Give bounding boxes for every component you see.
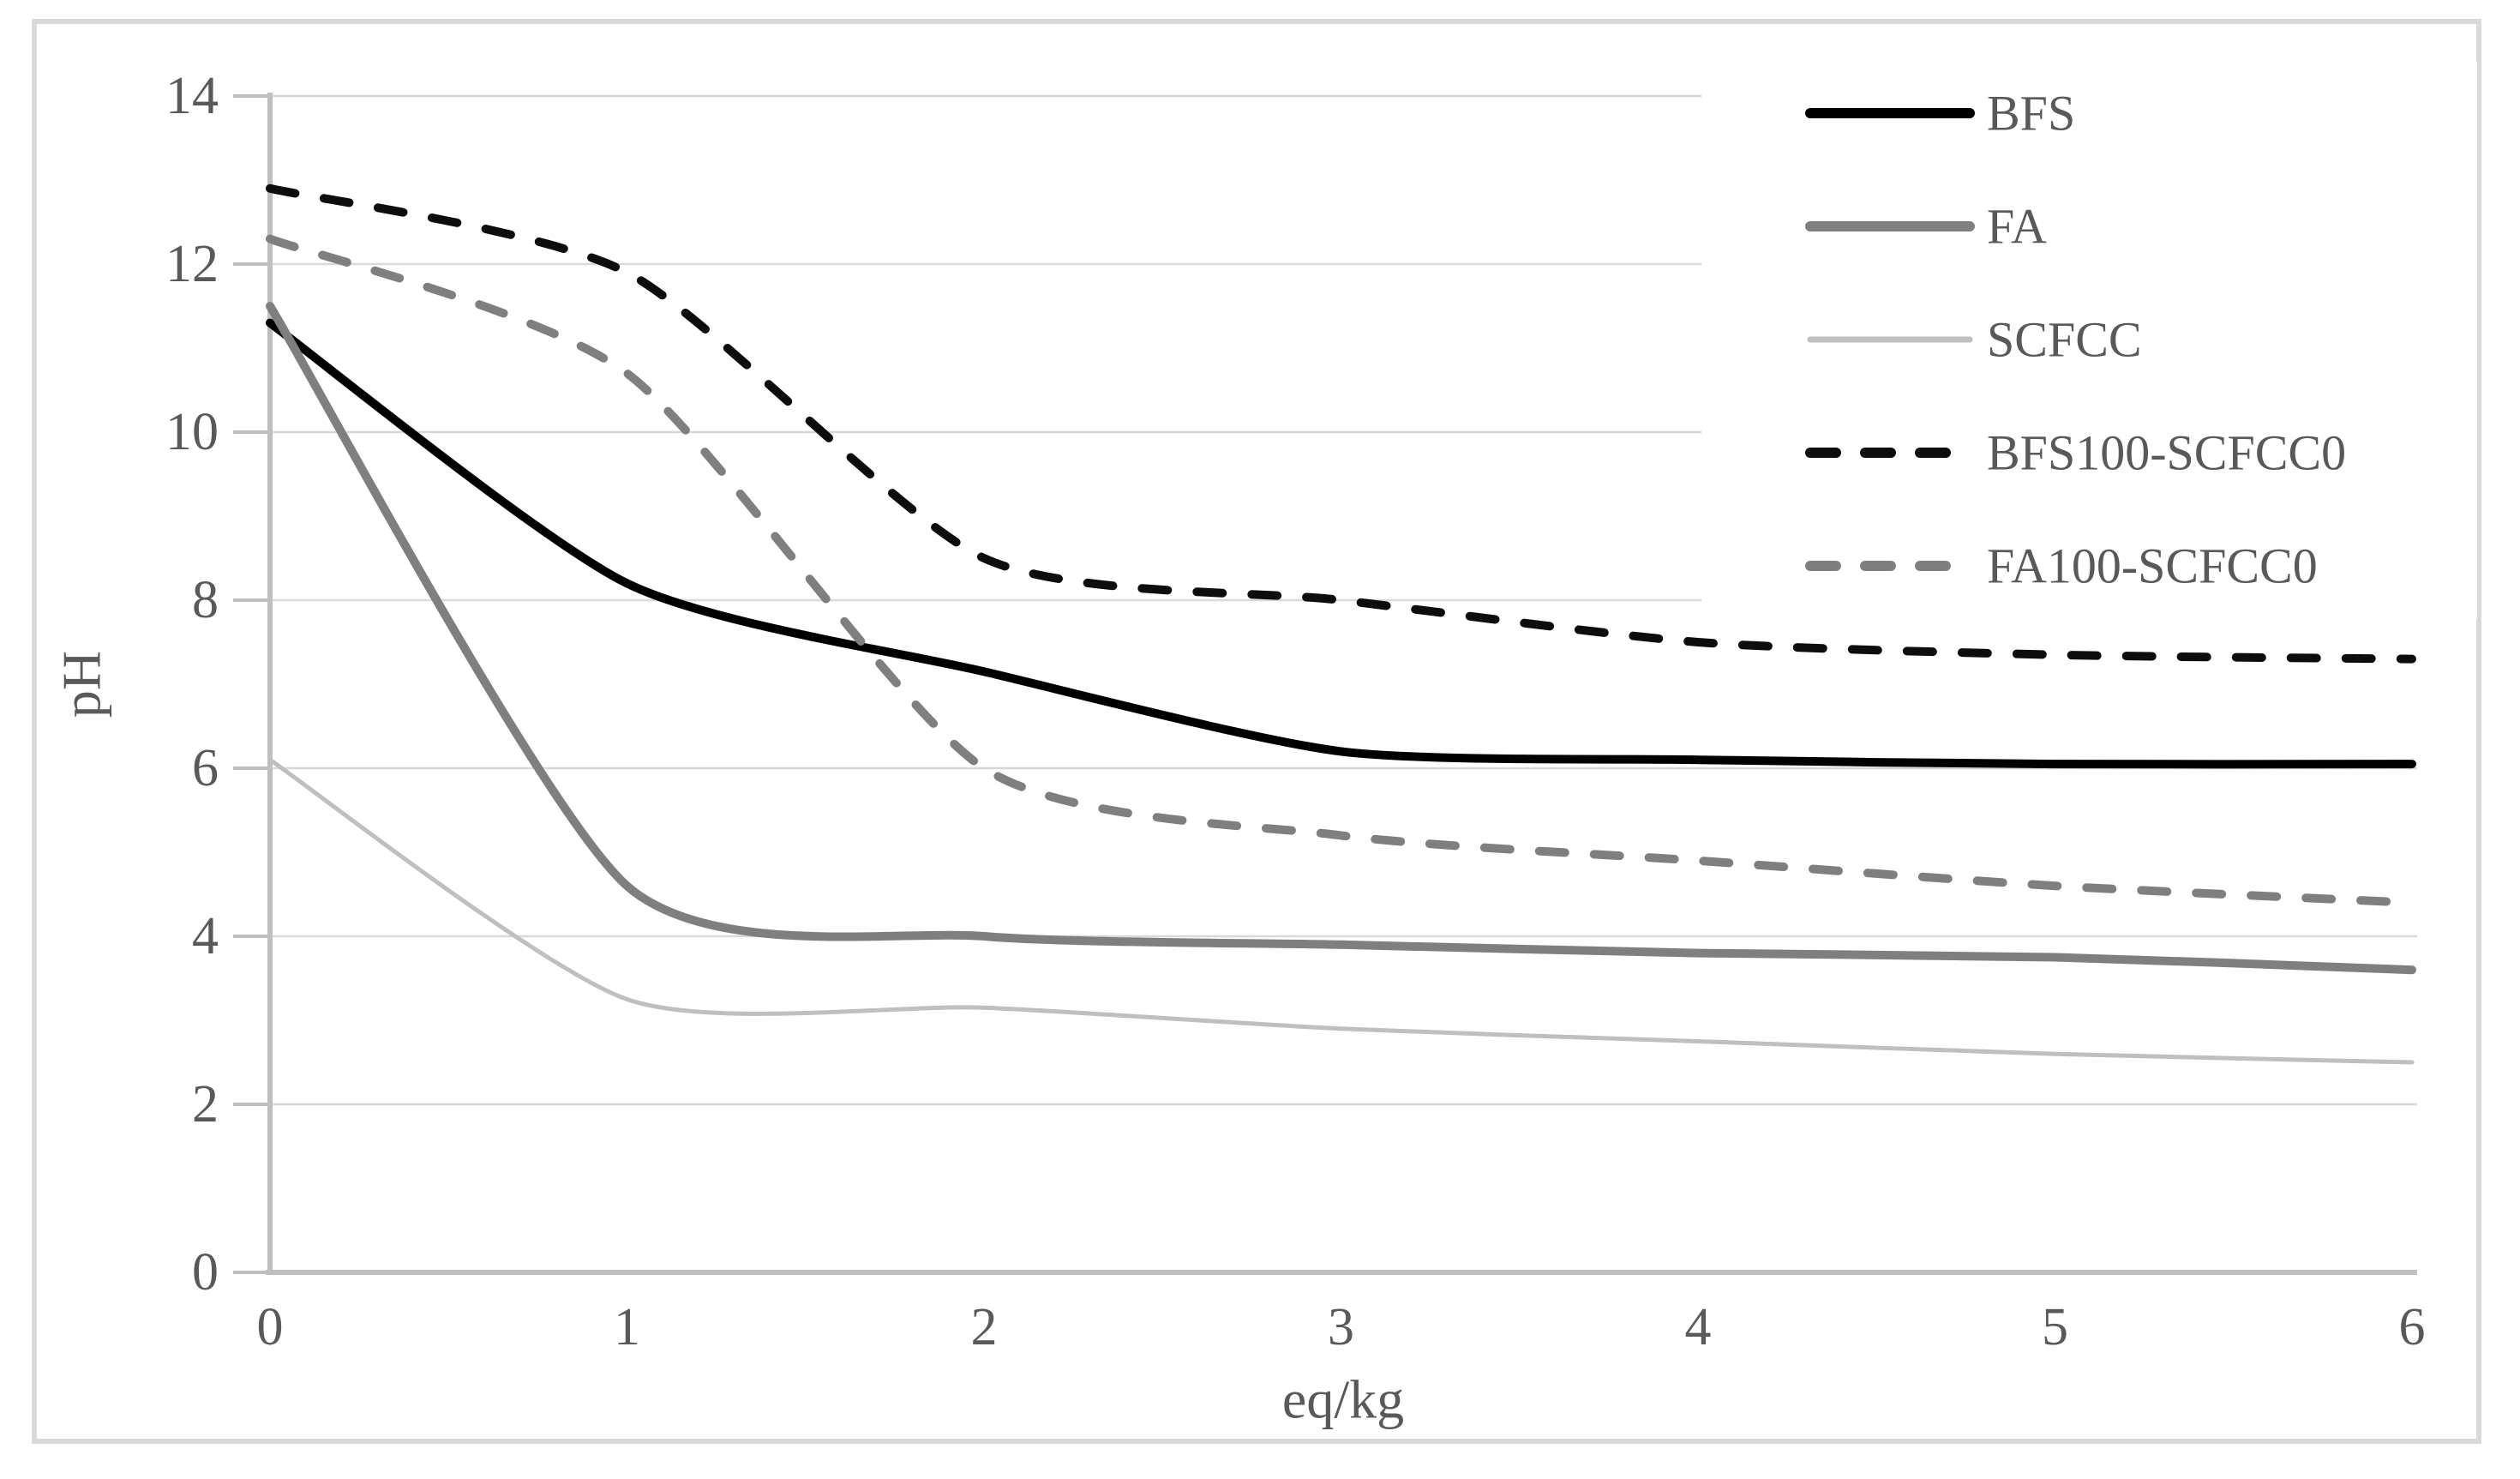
y-tick-label: 6 (192, 739, 219, 797)
y-tick-label: 4 (192, 907, 219, 965)
x-tick-label: 4 (1685, 1298, 1712, 1356)
y-tick-label: 8 (192, 571, 219, 629)
figure-border (32, 19, 2481, 1444)
series-line-scfcc (267, 757, 2415, 1065)
x-tick-label: 0 (257, 1298, 284, 1356)
x-axis-title: eq/kg (1282, 1369, 1404, 1430)
series-line-bfs100-scfcc0 (266, 183, 2416, 664)
y-tick-label: 10 (165, 403, 219, 461)
y-tick-label: 0 (192, 1243, 219, 1302)
legend-label-scfcc: SCFCC (1987, 312, 2142, 368)
series-line-fa100-scfcc0 (266, 234, 2416, 907)
y-tick-label: 12 (165, 235, 219, 293)
legend-label-fa: FA (1987, 199, 2047, 255)
legend-label-bfs100-scfcc0: BFS100-SCFCC0 (1987, 425, 2346, 481)
y-tick-label: 14 (165, 67, 219, 125)
x-tick-label: 1 (614, 1298, 640, 1356)
x-tick-label: 2 (971, 1298, 998, 1356)
series-line-fa (266, 302, 2416, 975)
y-tick-label: 2 (192, 1075, 219, 1133)
legend-label-bfs: BFS (1987, 86, 2075, 141)
legend-label-fa100-scfcc0: FA100-SCFCC0 (1987, 538, 2318, 594)
series-line-bfs (266, 318, 2416, 769)
x-tick-label: 5 (2042, 1298, 2068, 1356)
x-tick-label: 6 (2399, 1298, 2426, 1356)
x-tick-label: 3 (1328, 1298, 1354, 1356)
y-axis-title: pH (51, 651, 112, 718)
